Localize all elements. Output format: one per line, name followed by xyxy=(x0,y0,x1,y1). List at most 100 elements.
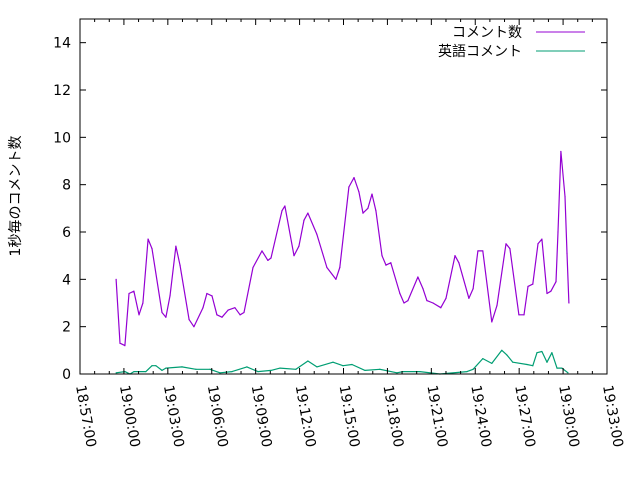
data-point-0 xyxy=(293,255,295,257)
data-point-1 xyxy=(561,367,563,369)
data-point-0 xyxy=(307,212,309,214)
data-point-1 xyxy=(124,371,126,373)
data-point-0 xyxy=(142,302,144,304)
data-point-1 xyxy=(295,368,297,370)
data-point-0 xyxy=(267,259,269,261)
data-point-1 xyxy=(316,366,318,368)
data-point-1 xyxy=(396,372,398,374)
x-tick-label: 19:33:00 xyxy=(599,384,626,449)
data-point-1 xyxy=(556,367,558,369)
legend-label-1: 英語コメント xyxy=(438,43,522,60)
data-point-0 xyxy=(138,314,140,316)
data-point-0 xyxy=(546,292,548,295)
data-point-0 xyxy=(362,212,364,214)
data-point-0 xyxy=(432,302,434,304)
data-point-1 xyxy=(551,352,553,354)
data-point-0 xyxy=(188,318,190,321)
y-axis-label: 1秒毎のコメント数 xyxy=(8,136,24,257)
data-point-0 xyxy=(239,314,241,316)
data-point-0 xyxy=(115,278,117,280)
y-tick-label: 4 xyxy=(62,272,71,288)
data-point-1 xyxy=(402,371,404,373)
data-point-0 xyxy=(128,292,130,295)
data-point-1 xyxy=(472,368,474,370)
data-point-0 xyxy=(482,250,484,252)
data-point-1 xyxy=(541,350,543,353)
data-point-0 xyxy=(541,238,543,240)
data-point-0 xyxy=(211,295,213,297)
data-point-0 xyxy=(151,247,153,250)
series-line-1 xyxy=(116,349,569,375)
data-point-0 xyxy=(472,288,474,290)
data-point-1 xyxy=(526,363,528,366)
data-point-0 xyxy=(358,191,360,193)
data-point-1 xyxy=(145,371,147,373)
data-point-1 xyxy=(379,368,381,370)
data-point-0 xyxy=(458,262,460,264)
data-point-1 xyxy=(155,365,157,367)
data-point-0 xyxy=(560,150,562,153)
data-point-0 xyxy=(509,247,511,250)
data-point-0 xyxy=(527,285,529,288)
x-tick-label: 19:15:00 xyxy=(336,384,363,449)
data-point-1 xyxy=(419,371,421,373)
series-line-0 xyxy=(115,150,570,347)
data-point-0 xyxy=(537,243,539,245)
data-point-0 xyxy=(206,292,208,295)
data-point-1 xyxy=(219,372,221,374)
data-point-0 xyxy=(505,243,507,245)
data-point-1 xyxy=(506,354,508,356)
y-tick-label: 2 xyxy=(62,320,71,336)
data-point-1 xyxy=(161,369,163,372)
x-tick-label: 19:27:00 xyxy=(511,384,538,449)
data-point-0 xyxy=(468,297,470,299)
data-point-0 xyxy=(243,311,245,314)
data-point-0 xyxy=(281,210,283,212)
data-point-0 xyxy=(227,309,229,311)
y-tick-label: 12 xyxy=(53,83,71,99)
data-point-0 xyxy=(417,276,419,278)
data-point-1 xyxy=(246,366,248,368)
plot-border xyxy=(79,18,608,375)
data-point-0 xyxy=(348,186,350,188)
x-tick-label: 19:09:00 xyxy=(248,384,275,449)
data-point-0 xyxy=(202,307,204,309)
data-point-0 xyxy=(165,316,167,318)
data-point-0 xyxy=(270,257,272,259)
x-tick-label: 18:57:00 xyxy=(72,384,99,449)
data-point-0 xyxy=(375,210,377,212)
data-point-0 xyxy=(445,297,447,299)
data-point-1 xyxy=(270,369,272,372)
data-point-1 xyxy=(546,361,548,363)
x-tick-label: 19:00:00 xyxy=(116,384,143,449)
data-point-1 xyxy=(165,367,167,369)
data-point-1 xyxy=(512,361,514,363)
data-point-0 xyxy=(385,264,387,266)
data-point-0 xyxy=(422,288,424,290)
data-point-0 xyxy=(133,290,135,292)
x-tick-label: 19:30:00 xyxy=(555,384,582,449)
x-tick-label: 19:18:00 xyxy=(379,384,406,449)
data-point-1 xyxy=(133,371,135,373)
data-point-0 xyxy=(399,292,401,295)
data-point-0 xyxy=(303,219,305,221)
data-point-0 xyxy=(119,342,121,344)
data-point-0 xyxy=(557,231,559,233)
data-point-1 xyxy=(567,372,569,374)
x-tick-label: 19:03:00 xyxy=(160,384,187,449)
data-point-0 xyxy=(284,205,286,207)
data-point-0 xyxy=(491,321,493,323)
data-point-0 xyxy=(161,311,163,314)
data-point-0 xyxy=(252,266,254,269)
data-point-1 xyxy=(466,371,468,373)
data-point-0 xyxy=(496,304,498,306)
legend-label-0: コメント数 xyxy=(452,25,522,41)
data-point-0 xyxy=(261,250,263,252)
legend: コメント数 英語コメント xyxy=(438,25,585,60)
data-point-1 xyxy=(279,367,281,369)
data-point-1 xyxy=(115,372,117,374)
y-tick-label: 0 xyxy=(62,367,71,383)
data-point-1 xyxy=(181,366,183,368)
data-point-0 xyxy=(390,262,392,264)
